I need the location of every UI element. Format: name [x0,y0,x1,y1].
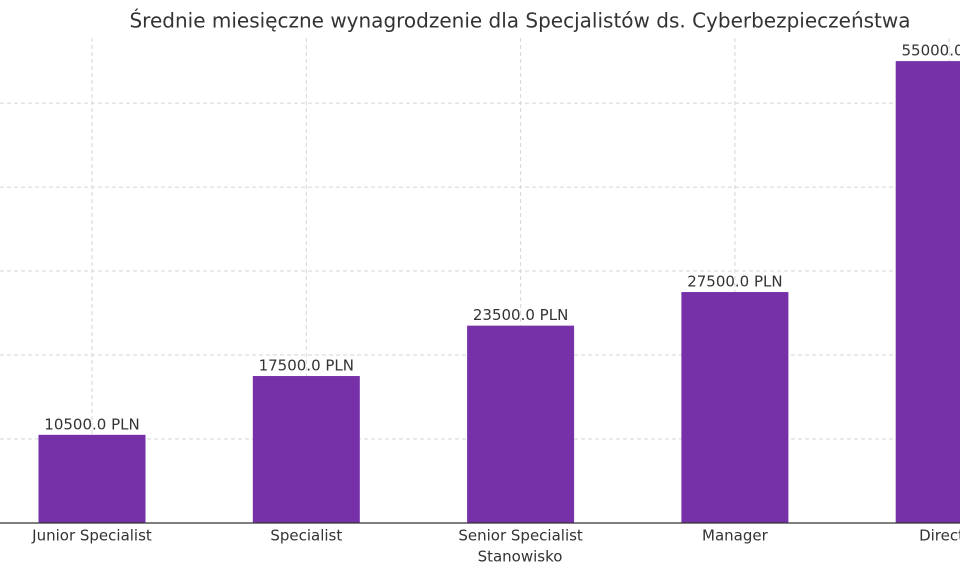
bar [38,434,146,523]
bar [681,292,789,523]
chart-title: Średnie miesięczne wynagrodzenie dla Spe… [129,9,910,33]
bar [252,376,360,523]
x-tick-label: Specialist [270,527,342,545]
bar [467,325,575,523]
bar [895,61,960,523]
value-label: 27500.0 PLN [687,273,782,291]
x-tick-label: Senior Specialist [458,527,583,545]
value-label: 23500.0 PLN [473,306,568,324]
value-label: 55000.0 PLN [901,42,960,60]
x-tick-label: Director [919,527,960,545]
x-tick-label: Manager [702,527,769,545]
value-label: 10500.0 PLN [44,415,139,433]
x-tick-label: Junior Specialist [31,527,152,545]
value-label: 17500.0 PLN [259,357,354,375]
x-axis-label: Stanowisko [478,548,563,566]
